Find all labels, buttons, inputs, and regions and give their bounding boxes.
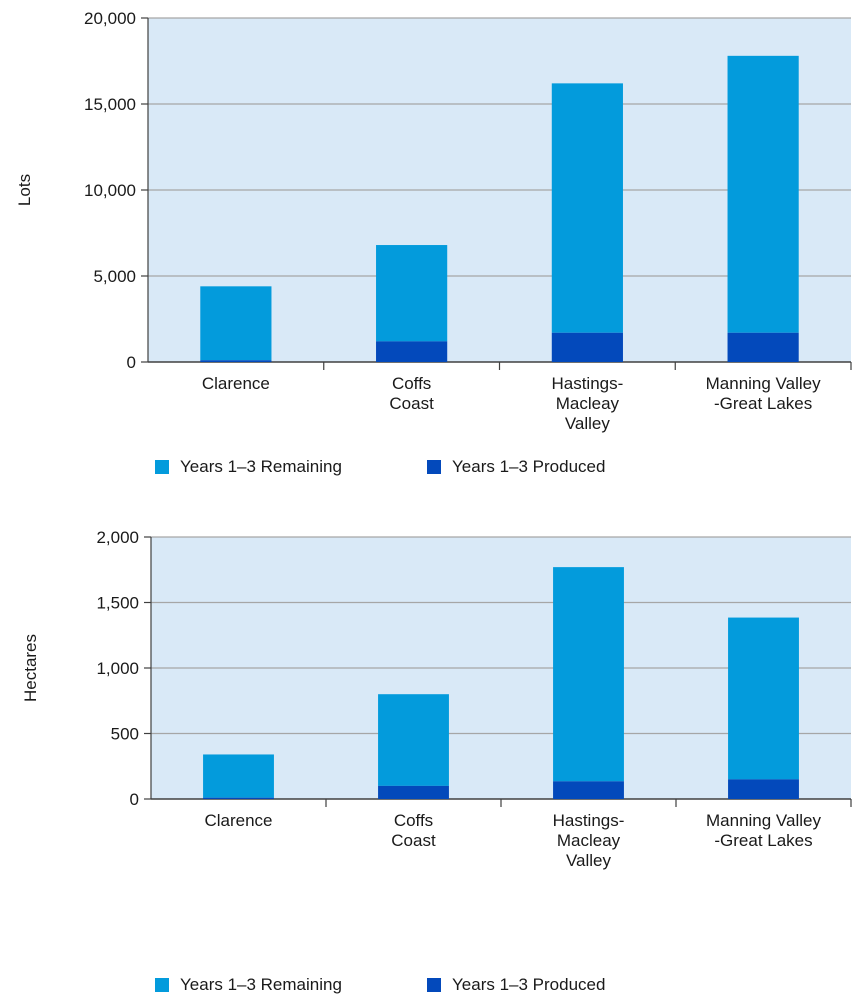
bar-produced (551, 332, 623, 362)
bar-produced (378, 785, 449, 799)
lots-chart: 0 5,000 10,000 15,000 20,000 Lots Clarence Coff… (0, 0, 854, 500)
bar-remaining (551, 83, 623, 333)
bar-produced (727, 332, 799, 362)
bar-produced (376, 341, 448, 362)
y-tick-label: 1,000 (96, 659, 139, 678)
x-tick-label: Hastings- (551, 374, 623, 393)
hectares-chart-svg: 0 500 1,000 1,500 2,000 Hectares Clarence Coffs… (21, 528, 852, 870)
y-tick-label: 1,500 (96, 594, 139, 613)
x-tick-label: Coffs (394, 811, 433, 830)
bar-remaining (203, 754, 274, 798)
x-tick-label: Hastings- (553, 811, 625, 830)
legend-swatch-remaining (155, 978, 169, 992)
legend-label-remaining: Years 1–3 Remaining (180, 457, 342, 476)
x-tick-label: -Great Lakes (714, 831, 812, 850)
bar-remaining (200, 286, 272, 361)
legend-swatch-produced (427, 460, 441, 474)
bar-produced (200, 360, 272, 362)
bar-remaining (378, 694, 449, 786)
y-tick-label: 20,000 (84, 9, 136, 28)
legend-item-produced: Years 1–3 Produced (427, 457, 605, 477)
bar-remaining (728, 617, 799, 780)
bar-remaining (376, 245, 448, 342)
x-tick-label: Coffs (392, 374, 431, 393)
x-tick-label: Valley (566, 851, 612, 870)
x-tick-label: Macleay (557, 831, 621, 850)
y-tick-label: 0 (127, 353, 136, 372)
y-tick-label: 0 (130, 790, 139, 809)
x-tick-label: Manning Valley (706, 374, 821, 393)
bar-produced (203, 797, 274, 799)
y-tick-label: 15,000 (84, 95, 136, 114)
bar-produced (728, 779, 799, 799)
x-tick-label: Coast (391, 831, 436, 850)
x-tick-label: -Great Lakes (714, 394, 812, 413)
bar-remaining (727, 55, 799, 333)
y-tick-label: 500 (111, 725, 139, 744)
hectares-chart: 0 500 1,000 1,500 2,000 Hectares Clarence Coffs… (0, 520, 854, 1001)
y-tick-label: 5,000 (93, 267, 136, 286)
legend-label-produced: Years 1–3 Produced (452, 975, 606, 994)
legend-item-produced: Years 1–3 Produced (427, 975, 605, 995)
lots-legend: Years 1–3 Remaining Years 1–3 Produced (0, 457, 854, 487)
x-tick-label: Macleay (556, 394, 620, 413)
x-tick-label: Clarence (202, 374, 270, 393)
x-tick-label: Manning Valley (706, 811, 821, 830)
legend-swatch-remaining (155, 460, 169, 474)
x-tick-label: Valley (565, 414, 611, 433)
y-tick-label: 10,000 (84, 181, 136, 200)
y-axis-label: Hectares (21, 634, 40, 702)
lots-chart-svg: 0 5,000 10,000 15,000 20,000 Lots Clarence Coff… (15, 9, 852, 433)
legend-item-remaining: Years 1–3 Remaining (155, 975, 342, 995)
legend-item-remaining: Years 1–3 Remaining (155, 457, 342, 477)
hectares-legend: Years 1–3 Remaining Years 1–3 Produced (0, 975, 854, 1005)
y-axis-label: Lots (15, 174, 34, 206)
bar-produced (553, 781, 624, 799)
legend-label-remaining: Years 1–3 Remaining (180, 975, 342, 994)
legend-swatch-produced (427, 978, 441, 992)
x-tick-label: Clarence (204, 811, 272, 830)
legend-label-produced: Years 1–3 Produced (452, 457, 606, 476)
y-tick-label: 2,000 (96, 528, 139, 547)
x-tick-label: Coast (389, 394, 434, 413)
bar-remaining (553, 567, 624, 782)
